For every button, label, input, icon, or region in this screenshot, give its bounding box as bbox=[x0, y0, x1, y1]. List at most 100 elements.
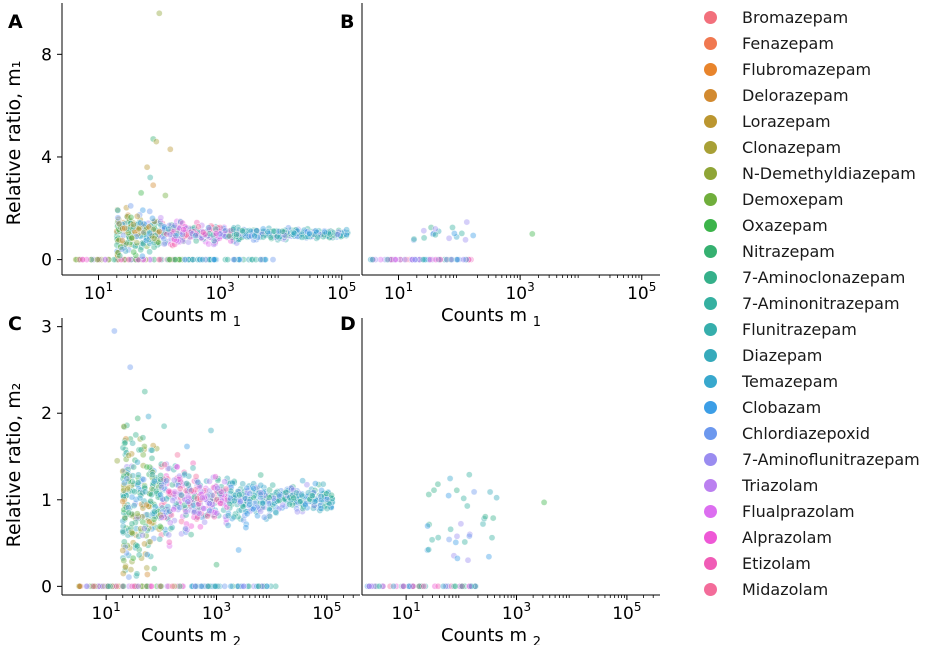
data-point bbox=[155, 228, 163, 235]
data-point bbox=[133, 239, 141, 247]
data-point bbox=[174, 583, 182, 590]
data-point bbox=[182, 487, 190, 495]
legend-marker-icon bbox=[704, 504, 717, 518]
legend-label: Flunitrazepam bbox=[742, 319, 857, 339]
data-point bbox=[221, 583, 228, 590]
data-point bbox=[204, 583, 212, 590]
data-point bbox=[246, 490, 254, 498]
data-point bbox=[458, 230, 466, 237]
data-point bbox=[125, 452, 133, 459]
data-point bbox=[465, 471, 473, 479]
data-point bbox=[445, 536, 453, 543]
data-point bbox=[174, 238, 182, 245]
data-point bbox=[425, 256, 433, 263]
data-point bbox=[157, 221, 165, 229]
data-point bbox=[257, 489, 265, 497]
data-point bbox=[138, 501, 145, 508]
data-point bbox=[120, 557, 128, 564]
data-point bbox=[182, 511, 190, 519]
data-point bbox=[220, 230, 228, 238]
data-point bbox=[90, 256, 97, 263]
data-point bbox=[129, 439, 136, 447]
data-point bbox=[329, 498, 336, 506]
data-point bbox=[488, 534, 496, 542]
data-point bbox=[311, 498, 319, 506]
data-point bbox=[139, 239, 146, 247]
data-point bbox=[328, 495, 336, 502]
data-point bbox=[428, 536, 436, 544]
data-point bbox=[113, 235, 121, 243]
legend-marker-icon bbox=[704, 36, 717, 50]
data-point bbox=[135, 446, 143, 454]
data-point bbox=[166, 519, 174, 527]
data-point bbox=[117, 256, 125, 263]
data-point bbox=[314, 233, 322, 241]
data-point bbox=[320, 231, 328, 239]
data-point bbox=[328, 491, 335, 499]
data-point bbox=[163, 495, 170, 503]
data-point bbox=[194, 256, 201, 263]
data-point bbox=[182, 508, 189, 516]
legend-label: Etizolam bbox=[742, 553, 811, 573]
data-point bbox=[142, 532, 150, 540]
data-point bbox=[463, 218, 471, 226]
x-tick-label: 103 bbox=[502, 600, 531, 624]
legend-item: Flunitrazepam bbox=[700, 316, 857, 342]
data-point bbox=[110, 256, 118, 263]
data-point bbox=[445, 492, 452, 499]
data-point bbox=[279, 501, 286, 509]
data-point bbox=[150, 235, 158, 242]
data-point bbox=[405, 583, 413, 590]
data-point bbox=[239, 227, 246, 234]
data-point bbox=[457, 520, 465, 528]
data-point bbox=[166, 507, 173, 515]
data-point bbox=[151, 503, 159, 511]
panel-label: A bbox=[8, 11, 23, 33]
data-point bbox=[166, 256, 174, 263]
x-tick-exponent: 5 bbox=[634, 600, 642, 614]
data-point bbox=[141, 488, 149, 496]
x-tick-exponent: 5 bbox=[349, 280, 357, 294]
legend-label: 7-Aminonitrazepam bbox=[742, 293, 900, 313]
data-point bbox=[172, 500, 180, 508]
data-point bbox=[190, 513, 198, 521]
data-point bbox=[470, 488, 478, 496]
data-point bbox=[153, 489, 161, 497]
data-point bbox=[128, 520, 136, 528]
data-point bbox=[130, 248, 137, 256]
data-point bbox=[222, 516, 230, 523]
data-point bbox=[129, 554, 137, 562]
data-point bbox=[122, 564, 129, 571]
legend-item: Chlordiazepoxid bbox=[700, 420, 870, 446]
data-point bbox=[308, 492, 316, 499]
data-point bbox=[192, 232, 199, 239]
data-point bbox=[392, 256, 399, 263]
data-point bbox=[189, 464, 197, 472]
data-point bbox=[123, 475, 131, 483]
data-point bbox=[223, 496, 231, 504]
data-point bbox=[125, 504, 132, 511]
data-point bbox=[240, 583, 247, 590]
data-point bbox=[424, 522, 431, 530]
data-point bbox=[227, 487, 235, 495]
data-point bbox=[425, 546, 432, 553]
data-point bbox=[120, 467, 128, 474]
data-point bbox=[148, 485, 156, 493]
data-point bbox=[141, 443, 148, 450]
data-point bbox=[118, 237, 126, 244]
data-point bbox=[212, 473, 219, 481]
data-point bbox=[171, 488, 179, 496]
data-point bbox=[120, 487, 127, 494]
data-point bbox=[445, 234, 453, 242]
data-point bbox=[224, 512, 232, 519]
data-point bbox=[452, 583, 459, 590]
data-point bbox=[159, 495, 167, 503]
data-point bbox=[188, 230, 196, 238]
data-point bbox=[205, 240, 212, 248]
data-point bbox=[406, 256, 414, 263]
data-point bbox=[122, 247, 129, 255]
legend-item: Temazepam bbox=[700, 368, 838, 394]
data-point bbox=[450, 552, 458, 560]
y-tick-label: 8 bbox=[41, 45, 52, 65]
